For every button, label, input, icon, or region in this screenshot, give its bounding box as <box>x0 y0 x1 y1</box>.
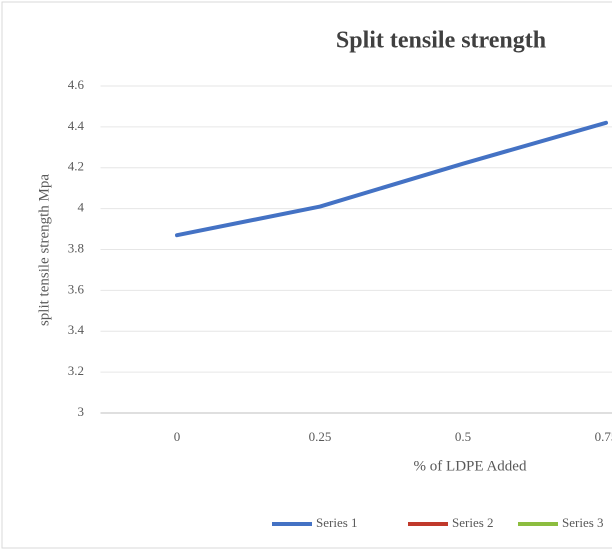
chart-title: Split tensile strength <box>336 28 546 54</box>
series-line <box>175 120 608 238</box>
x-axis-title: % of LDPE Added <box>414 458 527 474</box>
y-tick-label: 3.6 <box>68 281 85 296</box>
y-tick-label: 3 <box>78 404 85 419</box>
y-tick-label: 4.6 <box>68 77 85 92</box>
y-tick-label: 4.2 <box>68 159 84 174</box>
x-tick-label: 0.75 <box>595 429 612 444</box>
legend-label: Series 1 <box>316 515 358 530</box>
legend-label: Series 2 <box>452 515 494 530</box>
y-tick-label: 3.2 <box>68 363 84 378</box>
y-axis-title: split tensile strength Mpa <box>36 174 52 326</box>
y-tick-label: 3.8 <box>68 240 84 255</box>
y-tick-label: 4 <box>78 200 85 215</box>
y-tick-label: 4.4 <box>68 118 85 133</box>
x-tick-label: 0.5 <box>455 429 471 444</box>
x-tick-label: 0 <box>174 429 181 444</box>
x-tick-label: 0.25 <box>309 429 332 444</box>
y-tick-label: 3.4 <box>68 322 85 337</box>
legend-label: Series 3 <box>562 515 604 530</box>
